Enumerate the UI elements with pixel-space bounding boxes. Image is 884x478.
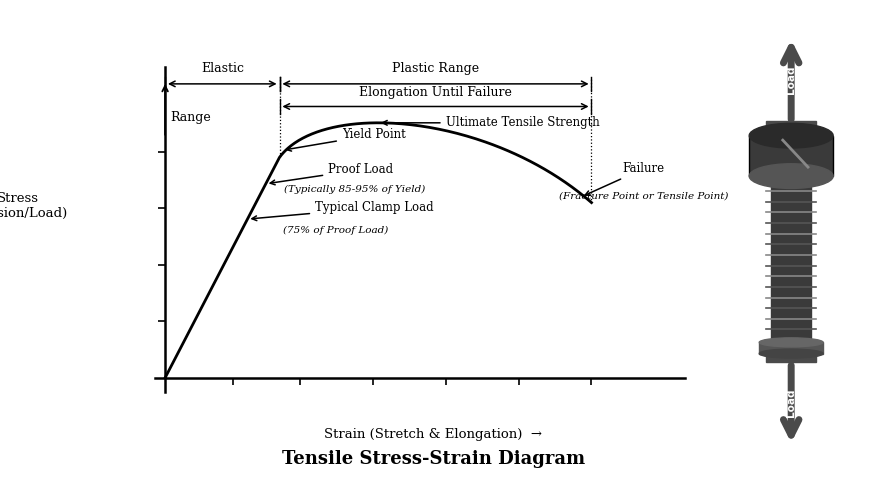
Ellipse shape <box>759 338 823 347</box>
Text: Yield Point: Yield Point <box>286 128 406 151</box>
Text: Elongation Until Failure: Elongation Until Failure <box>359 87 512 99</box>
Bar <box>771 176 812 342</box>
Text: (Typically 85-95% of Yield): (Typically 85-95% of Yield) <box>284 185 425 195</box>
Ellipse shape <box>759 349 823 358</box>
Text: Range: Range <box>171 111 211 124</box>
Text: (Fracture Point or Tensile Point): (Fracture Point or Tensile Point) <box>559 191 728 200</box>
Text: Failure: Failure <box>585 162 665 196</box>
Text: Load: Load <box>786 389 796 417</box>
Text: (75% of Proof Load): (75% of Proof Load) <box>283 226 388 235</box>
Text: Tensile Stress-Strain Diagram: Tensile Stress-Strain Diagram <box>282 450 584 468</box>
Text: Load: Load <box>786 65 796 94</box>
Text: Elastic: Elastic <box>201 63 244 76</box>
Ellipse shape <box>750 164 834 188</box>
Text: Plastic Range: Plastic Range <box>392 63 479 76</box>
Bar <box>766 121 817 129</box>
Ellipse shape <box>750 123 834 148</box>
Text: Strain (Stretch & Elongation)  →: Strain (Stretch & Elongation) → <box>324 428 542 442</box>
Bar <box>759 342 823 354</box>
Text: Ultimate Tensile Strength: Ultimate Tensile Strength <box>383 116 599 130</box>
FancyBboxPatch shape <box>750 136 833 176</box>
Bar <box>766 354 817 362</box>
Text: Stress
(Tension/Load): Stress (Tension/Load) <box>0 192 67 219</box>
Text: Proof Load: Proof Load <box>271 163 393 185</box>
Text: Typical Clamp Load: Typical Clamp Load <box>252 201 434 221</box>
